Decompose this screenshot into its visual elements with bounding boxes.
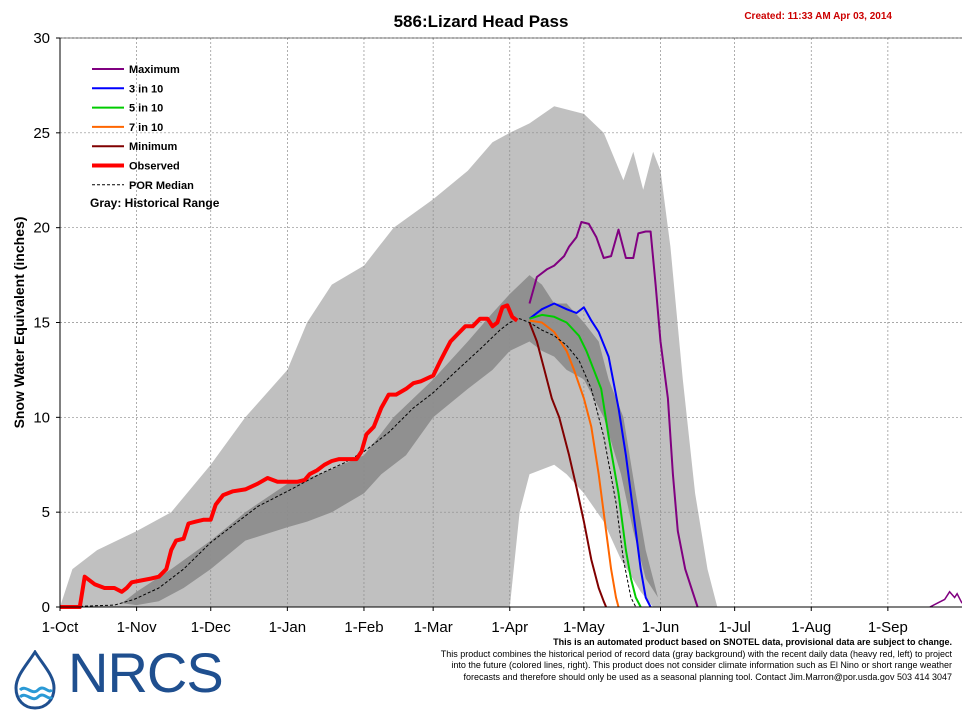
series-tail-line bbox=[929, 590, 962, 608]
y-tick-label-5: 25 bbox=[33, 125, 50, 142]
x-tick-label-6: 1-Apr bbox=[491, 619, 528, 636]
legend-label-p30: 3 in 10 bbox=[129, 83, 163, 95]
x-tick-label-10: 1-Aug bbox=[791, 619, 831, 636]
series-line-p70 bbox=[529, 319, 620, 608]
y-tick-label-1: 5 bbox=[42, 504, 50, 521]
disclaimer-line-2: This product combines the historical per… bbox=[440, 648, 952, 659]
x-tick-label-3: 1-Jan bbox=[269, 619, 307, 636]
x-tick-label-8: 1-Jun bbox=[642, 619, 680, 636]
y-axis-label: Snow Water Equivalent (inches) bbox=[11, 217, 27, 429]
x-tick-label-0: 1-Oct bbox=[42, 619, 80, 636]
legend-label-median: POR Median bbox=[129, 180, 194, 192]
legend-label-maximum: Maximum bbox=[129, 64, 180, 76]
legend-label-minimum: Minimum bbox=[129, 141, 177, 153]
y-tick-label-3: 15 bbox=[33, 315, 50, 332]
y-tick-label-4: 20 bbox=[33, 220, 50, 237]
legend-label-p70: 7 in 10 bbox=[129, 122, 163, 134]
created-timestamp: Created: 11:33 AM Apr 03, 2014 bbox=[744, 11, 892, 22]
disclaimer-line-3: into the future (colored lines, right). … bbox=[451, 660, 952, 670]
swe-chart: 0 5 10 15 20 25 30 1-Oct 1-Nov 1-Dec 1-Jan 1-Feb 1-M… bbox=[11, 30, 962, 636]
historical-range-inner bbox=[121, 275, 659, 606]
series-line-maximum bbox=[528, 221, 699, 608]
series-line-p30 bbox=[528, 302, 652, 608]
nrcs-drop-logo-icon bbox=[14, 650, 56, 710]
y-tick-label-2: 10 bbox=[33, 409, 50, 426]
x-tick-label-11: 1-Sep bbox=[868, 619, 908, 636]
legend-note: Gray: Historical Range bbox=[90, 196, 220, 210]
y-tick-label-6: 30 bbox=[33, 30, 50, 47]
x-tick-label-7: 1-May bbox=[563, 619, 605, 636]
legend-label-p50: 5 in 10 bbox=[129, 103, 163, 115]
x-tick-label-4: 1-Feb bbox=[344, 619, 383, 636]
series-line-observed bbox=[60, 303, 519, 609]
nrcs-logo-text: NRCS bbox=[68, 641, 224, 704]
x-tick-label-2: 1-Dec bbox=[191, 619, 232, 636]
x-tick-label-9: 1-Jul bbox=[718, 619, 751, 636]
chart-title: 586:Lizard Head Pass bbox=[393, 12, 569, 31]
y-tick-label-0: 0 bbox=[42, 599, 50, 616]
disclaimer-line-1: This is an automated product based on SN… bbox=[553, 637, 952, 647]
x-tick-label-1: 1-Nov bbox=[117, 619, 158, 636]
disclaimer: This is an automated product based on SN… bbox=[292, 637, 952, 683]
series-line-p50 bbox=[529, 313, 642, 608]
series-line-median bbox=[59, 318, 637, 608]
x-tick-label-5: 1-Mar bbox=[414, 619, 453, 636]
disclaimer-line-4: forecasts and therefore should only be u… bbox=[463, 671, 952, 682]
legend-label-observed: Observed bbox=[129, 161, 180, 173]
series-line-minimum bbox=[528, 322, 608, 608]
